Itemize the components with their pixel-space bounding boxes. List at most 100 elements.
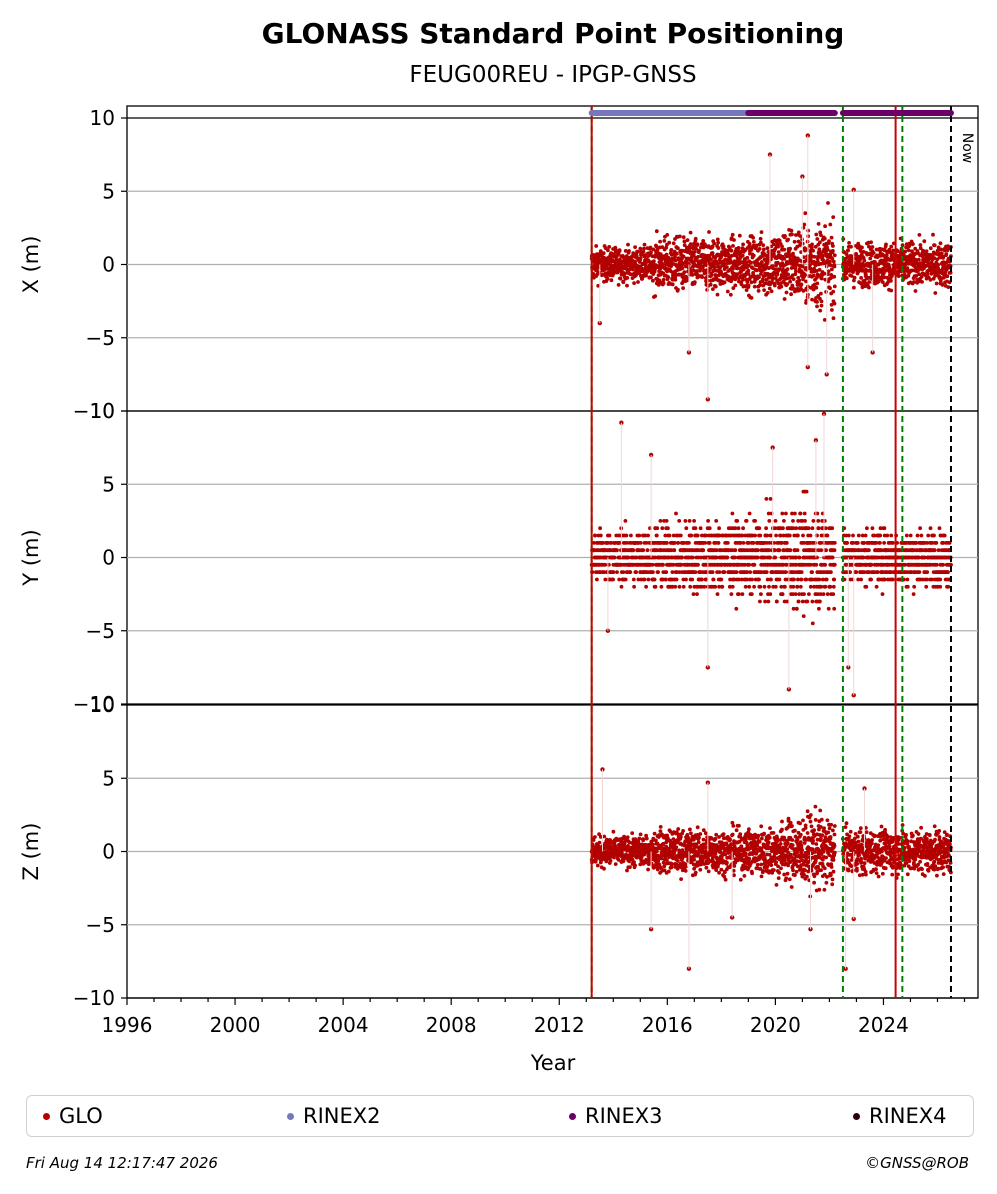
data-point (676, 541, 681, 545)
data-point (796, 230, 801, 235)
data-point (618, 541, 622, 545)
data-point (855, 541, 860, 545)
data-point (691, 592, 696, 596)
data-point (733, 283, 738, 288)
data-point (593, 835, 597, 839)
data-point (832, 264, 837, 269)
data-point (755, 555, 760, 560)
data-point (852, 275, 857, 280)
data-point (757, 526, 762, 531)
data-point (751, 240, 756, 244)
data-point (727, 246, 732, 250)
data-point (772, 283, 777, 288)
data-point (815, 304, 819, 309)
data-point (642, 577, 647, 582)
data-point (819, 299, 824, 304)
data-point (759, 230, 764, 235)
data-point (710, 251, 715, 256)
data-point (889, 288, 894, 293)
data-point (632, 584, 636, 589)
data-point (741, 242, 745, 247)
data-point (913, 251, 917, 256)
data-point (746, 272, 751, 276)
data-point (768, 497, 773, 501)
data-point (830, 267, 834, 272)
data-point (764, 570, 769, 574)
data-point (799, 282, 804, 287)
data-point (823, 584, 828, 589)
data-point (801, 289, 806, 293)
data-point (889, 533, 894, 538)
data-point (696, 562, 700, 567)
data-point (631, 548, 636, 553)
data-point (679, 877, 683, 881)
data-point (636, 280, 640, 284)
data-point (705, 288, 709, 292)
data-point (736, 526, 741, 531)
data-point (729, 592, 734, 596)
data-point (828, 286, 832, 291)
data-point (803, 272, 807, 277)
data-point (882, 247, 887, 252)
data-point (608, 838, 613, 843)
data-point (774, 533, 778, 538)
data-point (649, 275, 653, 280)
data-point (606, 541, 611, 545)
data-point (862, 258, 867, 263)
data-point (720, 250, 724, 254)
data-point (789, 228, 794, 233)
data-point (732, 271, 737, 276)
data-point (720, 584, 725, 589)
data-point (672, 548, 677, 553)
data-point (905, 577, 910, 582)
data-point (690, 273, 695, 277)
data-point (601, 251, 606, 256)
data-point (768, 555, 772, 560)
data-point (812, 266, 816, 271)
data-point (666, 526, 670, 531)
data-point (734, 606, 739, 611)
data-point (717, 526, 721, 531)
data-point (692, 250, 697, 254)
data-point (660, 263, 665, 267)
chart-subtitle: FEUG00REU - IPGP-GNSS (409, 62, 696, 88)
data-point (797, 555, 802, 560)
data-point (773, 584, 778, 589)
data-point (651, 278, 655, 283)
data-point (760, 277, 765, 282)
data-point (885, 533, 890, 538)
data-point (795, 262, 799, 267)
data-point (716, 541, 721, 545)
data-point (654, 244, 659, 249)
data-point (630, 831, 635, 835)
data-point (684, 577, 688, 582)
data-point (784, 541, 789, 545)
data-point (796, 533, 800, 538)
data-point (914, 274, 919, 278)
data-point (856, 533, 861, 538)
data-point (706, 519, 710, 523)
data-point (741, 526, 745, 531)
data-point (630, 267, 635, 272)
data-point (761, 247, 766, 252)
data-point (682, 243, 687, 248)
data-point (660, 245, 665, 250)
data-point (786, 237, 790, 242)
data-point (690, 555, 695, 560)
data-point (777, 577, 782, 582)
data-point (777, 238, 782, 243)
data-point (817, 247, 822, 252)
data-point (735, 519, 740, 523)
data-point (624, 533, 629, 538)
data-point (697, 248, 701, 253)
data-point (822, 318, 827, 322)
data-point (678, 533, 683, 538)
data-point (932, 256, 937, 260)
data-point (621, 280, 626, 285)
data-point (625, 283, 629, 288)
data-point (831, 584, 836, 589)
data-point (749, 592, 754, 596)
data-point (827, 239, 831, 244)
data-point (674, 845, 679, 850)
data-point (815, 281, 820, 286)
